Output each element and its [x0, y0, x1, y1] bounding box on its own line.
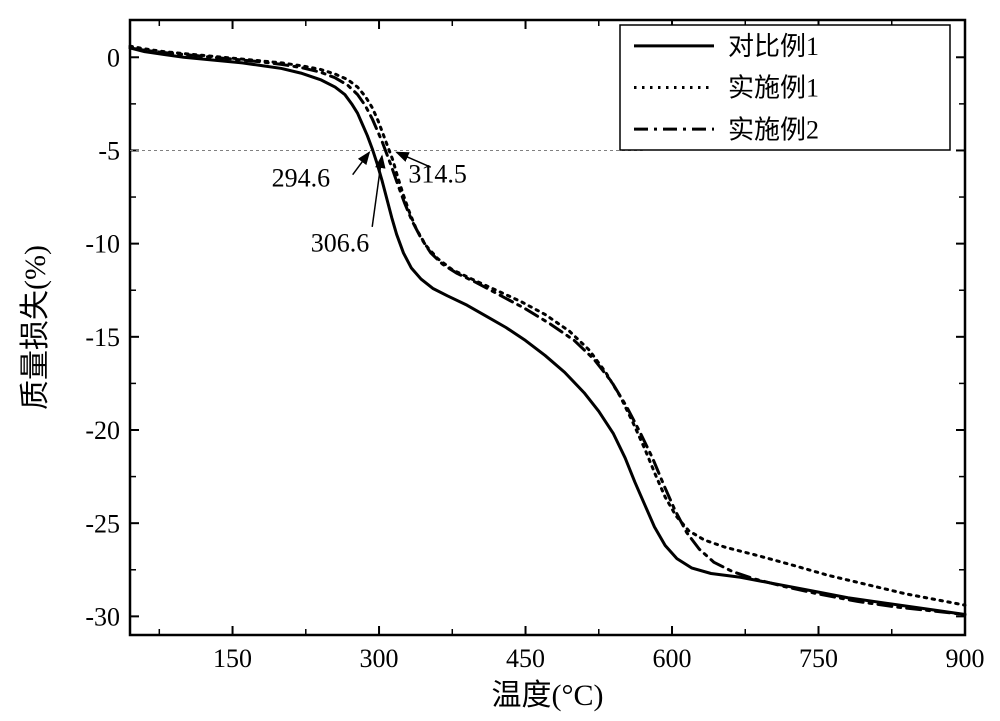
y-axis-title: 质量损失(%) [19, 245, 52, 410]
x-axis-title: 温度(°C) [492, 679, 604, 712]
legend-label-0: 对比例1 [728, 32, 819, 61]
y-tick-label: -15 [85, 323, 120, 352]
y-tick-label: -20 [85, 416, 120, 445]
x-tick-label: 750 [799, 644, 838, 673]
x-tick-label: 300 [360, 644, 399, 673]
x-tick-label: 600 [653, 644, 692, 673]
annotation-label-2: 314.5 [408, 160, 467, 189]
legend-label-2: 实施例2 [728, 115, 819, 144]
y-tick-label: -25 [85, 509, 120, 538]
legend: 对比例1 实施例1 实施例2 [620, 25, 950, 150]
y-tick-label: -5 [98, 137, 120, 166]
y-tick-label: 0 [107, 43, 120, 72]
x-tick-label: 150 [213, 644, 252, 673]
annotation-label-1: 306.6 [311, 229, 370, 258]
legend-label-1: 实施例1 [728, 74, 819, 103]
x-tick-label: 450 [506, 644, 545, 673]
y-tick-label: -30 [85, 602, 120, 631]
y-tick-label: -10 [85, 230, 120, 259]
tga-chart: 150 300 450 600 750 900 -30 -25 -20 -15 -10 -5 0 294… [0, 0, 1000, 721]
annotation-label-0: 294.6 [272, 163, 331, 192]
x-tick-label: 900 [946, 644, 985, 673]
